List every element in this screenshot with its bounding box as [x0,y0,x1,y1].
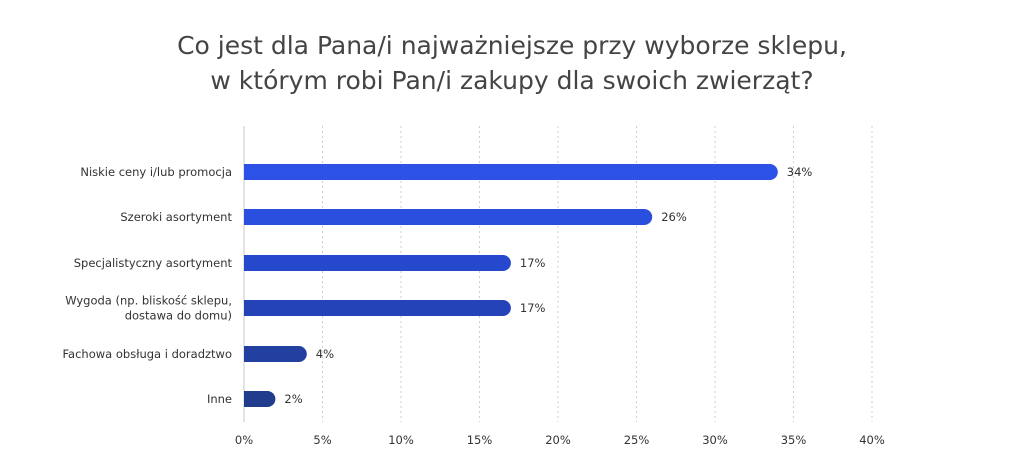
x-tick-label: 35% [781,433,807,447]
bar [244,209,653,225]
category-label: Wygoda (np. bliskość sklepu, [65,294,232,308]
x-tick-label: 25% [624,433,650,447]
category-label: Niskie ceny i/lub promocja [80,165,232,179]
chart-title: Co jest dla Pana/i najważniejsze przy wy… [0,28,1024,98]
bar [244,300,511,316]
category-label: Specjalistyczny asortyment [74,256,233,270]
chart-title-line-2: w którym robi Pan/i zakupy dla swoich zw… [210,66,814,95]
value-label: 4% [316,347,334,361]
bar [244,346,307,362]
x-tick-label: 15% [467,433,493,447]
bar [244,391,276,407]
chart-title-line-1: Co jest dla Pana/i najważniejsze przy wy… [177,31,847,60]
bar [244,255,511,271]
labels: 0% 5% 10% 15% 20% 25% 30% 35% 40% 34% Niskie ceny … [63,165,885,447]
x-tick-label: 30% [702,433,728,447]
value-label: 17% [520,256,546,270]
x-tick-label: 0% [235,433,253,447]
category-label: Szeroki asortyment [120,210,232,224]
x-tick-label: 40% [859,433,885,447]
value-label: 34% [787,165,813,179]
x-tick-label: 5% [313,433,331,447]
value-label: 17% [520,301,546,315]
value-label: 26% [661,210,687,224]
x-tick-label: 20% [545,433,571,447]
bar [244,164,778,180]
value-label: 2% [284,392,302,406]
category-label: Fachowa obsługa i doradztwo [63,347,233,361]
category-label: dostawa do domu) [125,309,232,323]
category-label: Inne [207,392,232,406]
x-tick-label: 10% [388,433,414,447]
bars [244,164,778,407]
